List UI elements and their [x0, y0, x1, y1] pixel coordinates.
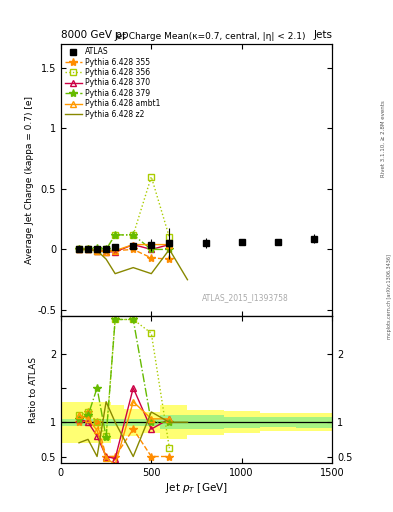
Pythia 6.428 370	[77, 246, 81, 252]
Pythia 6.428 379	[113, 232, 118, 238]
Pythia 6.428 356	[86, 246, 90, 252]
Pythia 6.428 356	[77, 246, 81, 252]
Pythia 6.428 z2	[131, 265, 136, 271]
Pythia 6.428 355	[149, 255, 154, 261]
Text: Jets: Jets	[313, 30, 332, 40]
Pythia 6.428 379	[77, 246, 81, 252]
Pythia 6.428 370	[131, 242, 136, 248]
Pythia 6.428 355	[86, 246, 90, 252]
Pythia 6.428 356	[113, 232, 118, 238]
Line: Pythia 6.428 370: Pythia 6.428 370	[76, 242, 172, 254]
Text: 8000 GeV pp: 8000 GeV pp	[61, 30, 129, 40]
Pythia 6.428 356	[131, 232, 136, 238]
Pythia 6.428 ambt1	[149, 242, 154, 248]
Legend: ATLAS, Pythia 6.428 355, Pythia 6.428 356, Pythia 6.428 370, Pythia 6.428 379, P: ATLAS, Pythia 6.428 355, Pythia 6.428 35…	[63, 46, 162, 120]
Pythia 6.428 ambt1	[77, 246, 81, 252]
Pythia 6.428 379	[104, 246, 108, 252]
Pythia 6.428 355	[95, 248, 99, 254]
Pythia 6.428 z2	[185, 276, 190, 283]
Line: Pythia 6.428 355: Pythia 6.428 355	[75, 245, 174, 263]
Y-axis label: Ratio to ATLAS: Ratio to ATLAS	[29, 357, 38, 423]
X-axis label: Jet $p_T$ [GeV]: Jet $p_T$ [GeV]	[165, 481, 228, 495]
Pythia 6.428 370	[113, 249, 118, 255]
Text: Rivet 3.1.10, ≥ 2.8M events: Rivet 3.1.10, ≥ 2.8M events	[381, 100, 386, 177]
Pythia 6.428 379	[95, 245, 99, 251]
Pythia 6.428 379	[149, 246, 154, 252]
Line: Pythia 6.428 356: Pythia 6.428 356	[76, 174, 172, 253]
Pythia 6.428 ambt1	[104, 249, 108, 255]
Pythia 6.428 z2	[95, 248, 99, 254]
Title: Jet Charge Mean(κ=0.7, central, |η| < 2.1): Jet Charge Mean(κ=0.7, central, |η| < 2.…	[114, 32, 306, 41]
Pythia 6.428 356	[95, 248, 99, 254]
Text: mcplots.cern.ch [arXiv:1306.3436]: mcplots.cern.ch [arXiv:1306.3436]	[387, 254, 392, 339]
Pythia 6.428 370	[104, 249, 108, 255]
Pythia 6.428 355	[77, 246, 81, 252]
Line: Pythia 6.428 ambt1: Pythia 6.428 ambt1	[76, 242, 172, 254]
Pythia 6.428 ambt1	[86, 246, 90, 252]
Pythia 6.428 z2	[167, 246, 172, 252]
Pythia 6.428 379	[167, 246, 172, 252]
Y-axis label: Average Jet Charge (kappa = 0.7) [e]: Average Jet Charge (kappa = 0.7) [e]	[26, 96, 35, 264]
Pythia 6.428 ambt1	[95, 248, 99, 254]
Pythia 6.428 355	[113, 248, 118, 254]
Line: Pythia 6.428 379: Pythia 6.428 379	[75, 231, 174, 253]
Pythia 6.428 355	[104, 248, 108, 254]
Pythia 6.428 370	[149, 246, 154, 252]
Pythia 6.428 356	[149, 174, 154, 180]
Pythia 6.428 370	[167, 242, 172, 248]
Pythia 6.428 379	[86, 246, 90, 252]
Pythia 6.428 355	[131, 246, 136, 252]
Text: ATLAS_2015_I1393758: ATLAS_2015_I1393758	[202, 293, 289, 302]
Pythia 6.428 370	[86, 246, 90, 252]
Pythia 6.428 356	[167, 234, 172, 241]
Pythia 6.428 z2	[104, 256, 108, 262]
Pythia 6.428 z2	[77, 246, 81, 252]
Pythia 6.428 z2	[113, 270, 118, 276]
Pythia 6.428 z2	[149, 270, 154, 276]
Pythia 6.428 356	[104, 246, 108, 252]
Pythia 6.428 ambt1	[113, 248, 118, 254]
Pythia 6.428 379	[131, 232, 136, 238]
Pythia 6.428 ambt1	[131, 242, 136, 248]
Line: Pythia 6.428 z2: Pythia 6.428 z2	[79, 249, 187, 280]
Pythia 6.428 370	[95, 248, 99, 254]
Pythia 6.428 z2	[86, 246, 90, 252]
Pythia 6.428 355	[167, 256, 172, 262]
Pythia 6.428 ambt1	[167, 242, 172, 248]
